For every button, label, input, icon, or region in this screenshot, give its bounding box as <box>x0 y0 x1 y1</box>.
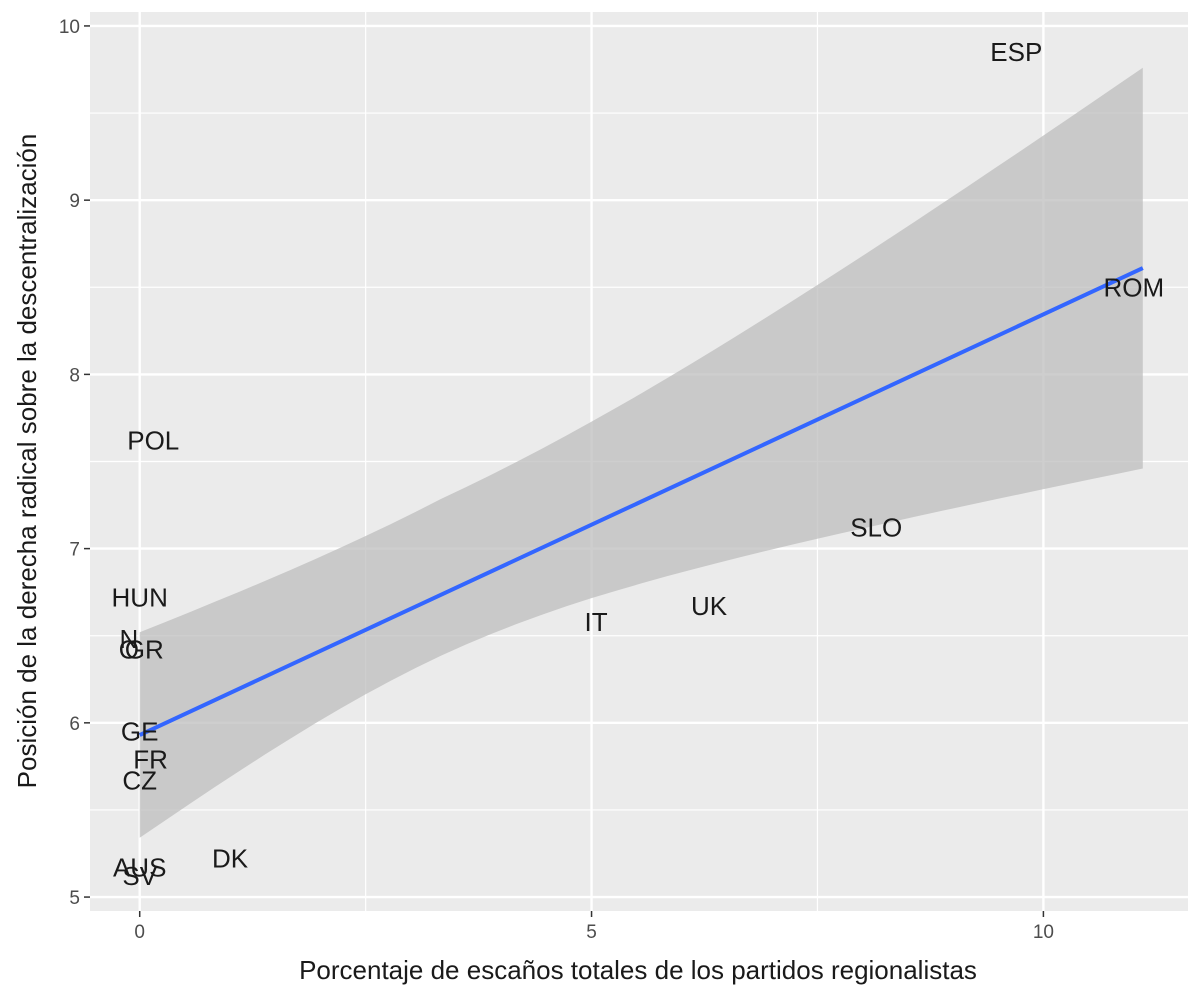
x-tick-label: 0 <box>134 922 145 943</box>
point-label-n: N <box>119 624 138 654</box>
regression-line <box>138 266 1144 737</box>
y-tick-label: 6 <box>69 714 80 735</box>
point-label-rom: ROM <box>1103 272 1164 302</box>
x-tick-label: 10 <box>1033 922 1054 943</box>
point-label-pol: POL <box>127 426 179 456</box>
point-label-o: O <box>119 635 139 665</box>
y-axis-title: Posición de la derecha radical sobre la … <box>12 134 42 789</box>
point-label-dk: DK <box>212 844 249 874</box>
point-label-slo: SLO <box>850 513 902 543</box>
point-label-esp: ESP <box>990 37 1042 67</box>
y-tick-label: 9 <box>69 191 80 212</box>
axis-layer <box>84 25 1045 917</box>
point-label-hun: HUN <box>112 582 168 612</box>
point-label-uk: UK <box>691 591 728 621</box>
label-layer: 0 5 10 5 6 7 8 9 10 <box>59 17 1054 943</box>
point-label-gr: GR <box>125 635 164 665</box>
x-axis-title: Porcentaje de escaños totales de los par… <box>299 955 977 985</box>
point-label-cz: CZ <box>122 765 157 795</box>
point-label-sv: SV <box>122 861 157 891</box>
point-label-ge: GE <box>121 717 159 747</box>
point-label-aus: AUS <box>113 852 166 882</box>
y-tick-label: 10 <box>59 17 80 38</box>
point-label-fr: FR <box>133 744 168 774</box>
point-label-it: IT <box>585 607 608 637</box>
y-tick-label: 8 <box>69 365 80 386</box>
x-tick-label: 5 <box>586 922 597 943</box>
y-tick-label: 7 <box>69 540 80 561</box>
y-tick-label: 5 <box>69 888 80 909</box>
confidence-band <box>139 67 1143 838</box>
